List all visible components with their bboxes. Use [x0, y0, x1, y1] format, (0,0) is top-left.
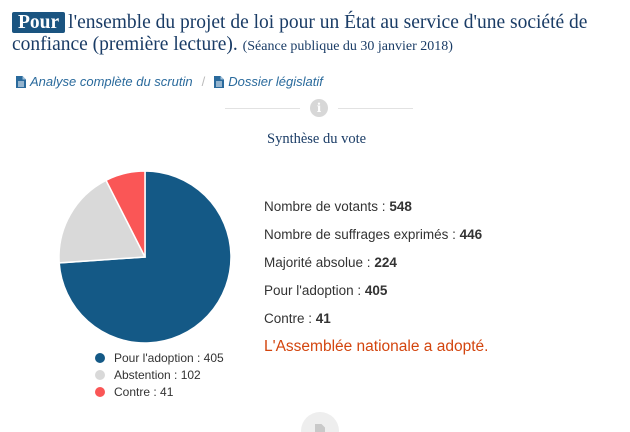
legend-dot	[95, 386, 105, 397]
title-text: l'ensemble du projet de loi pour un État…	[12, 12, 588, 55]
stat-value: 446	[459, 227, 483, 242]
seance-date: (Séance publique du 30 janvier 2018)	[242, 39, 453, 54]
stat-value: 548	[389, 199, 412, 214]
vote-pie-chart	[58, 170, 232, 344]
legend-dot	[95, 352, 105, 363]
bottom-button[interactable]	[301, 412, 339, 432]
stat-row: Majorité absolue : 224	[264, 252, 482, 280]
info-icon: i	[310, 99, 328, 117]
legend-dot	[95, 369, 105, 380]
stat-value: 41	[315, 311, 331, 326]
dossier-link[interactable]: Dossier législatif	[214, 74, 323, 89]
legend-label: Abstention : 102	[114, 367, 201, 382]
stat-row: Nombre de suffrages exprimés : 446	[264, 224, 482, 252]
divider-right	[338, 108, 413, 109]
stat-label: Nombre de suffrages exprimés :	[264, 227, 460, 242]
stat-label: Majorité absolue :	[264, 255, 375, 270]
legend-label: Contre : 41	[114, 384, 174, 399]
dossier-link-label: Dossier législatif	[228, 74, 323, 89]
document-icon	[214, 75, 225, 88]
section-title: Synthèse du vote	[267, 131, 367, 147]
analyse-link-label: Analyse complète du scrutin	[30, 74, 193, 89]
analyse-link[interactable]: Analyse complète du scrutin	[16, 74, 193, 89]
document-icon	[16, 75, 26, 88]
links-bar: Analyse complète du scrutin / Dossier lé…	[16, 74, 323, 89]
legend-item: Abstention : 102	[95, 366, 224, 383]
divider-left	[225, 108, 300, 109]
vote-result: L'Assemblée nationale a adopté.	[264, 338, 489, 355]
document-icon	[315, 424, 325, 432]
legend-item: Contre : 41	[95, 383, 224, 400]
stat-row: Pour l'adoption : 405	[264, 280, 482, 308]
legend-label: Pour l'adoption : 405	[114, 350, 224, 365]
stat-row: Contre : 41	[264, 308, 482, 336]
stat-value: 405	[364, 283, 388, 298]
legend-item: Pour l'adoption : 405	[95, 349, 224, 366]
stat-row: Nombre de votants : 548	[264, 196, 482, 224]
stat-label: Contre :	[264, 311, 316, 326]
stat-label: Nombre de votants :	[264, 199, 390, 214]
stat-value: 224	[374, 255, 397, 270]
link-separator: /	[201, 74, 206, 89]
stat-label: Pour l'adoption :	[264, 283, 365, 298]
page-title: Pour l'ensemble du projet de loi pour un …	[12, 12, 618, 58]
chart-legend: Pour l'adoption : 405 Abstention : 102 Con…	[95, 349, 224, 400]
pie-slice-2	[105, 170, 146, 258]
vote-stats: Nombre de votants : 548 Nombre de suffrag…	[264, 196, 482, 336]
vote-badge: Pour	[12, 12, 66, 33]
pie-slice-1	[58, 179, 147, 264]
